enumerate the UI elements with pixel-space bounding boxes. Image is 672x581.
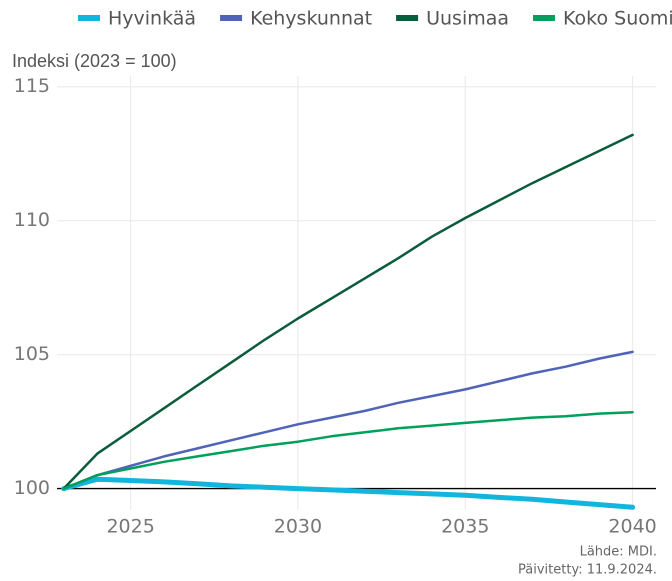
x-tick-label: 2030 — [274, 516, 322, 538]
legend-swatch — [533, 15, 556, 21]
x-tick-label: 2035 — [441, 516, 489, 538]
legend-swatch — [78, 15, 100, 21]
x-tick-label: 2040 — [608, 516, 656, 538]
chart-title: Indeksi (2023 = 100) — [12, 51, 177, 71]
legend-swatch — [396, 15, 419, 21]
legend-label: Uusimaa — [426, 8, 509, 30]
updated: Päivitetty: 11.9.2024. — [518, 563, 657, 578]
y-tick-label: 100 — [14, 477, 50, 499]
legend-swatch — [220, 15, 243, 21]
x-tick-label: 2025 — [106, 516, 154, 538]
series-line — [61, 476, 636, 510]
legend-label: Hyvinkää — [108, 8, 196, 30]
y-tick-label: 105 — [14, 343, 50, 365]
series-line — [62, 350, 634, 490]
legend-label: Kehyskunnat — [250, 8, 372, 30]
series-line — [62, 133, 634, 490]
y-tick-label: 110 — [14, 209, 50, 231]
series-line — [62, 410, 634, 490]
legend-label: Koko Suomi — [563, 8, 672, 30]
y-tick-label: 115 — [14, 75, 50, 97]
source: Lähde: MDI. — [580, 545, 657, 560]
